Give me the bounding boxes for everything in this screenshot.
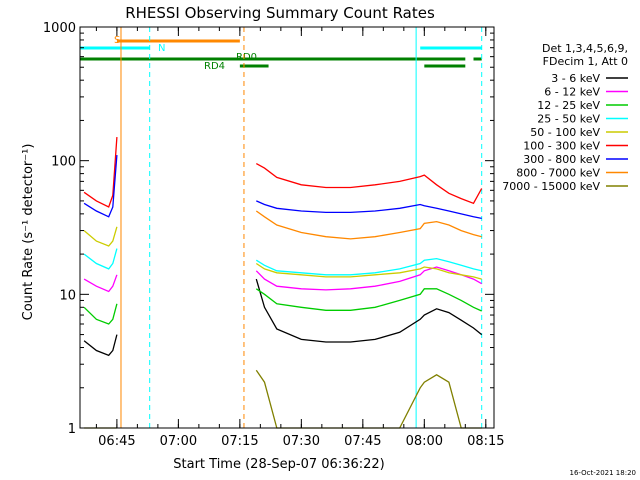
legend-label: 800 - 7000 keV — [516, 167, 600, 180]
legend-label: 25 - 50 keV — [537, 113, 600, 126]
flag-label-n: N — [158, 43, 165, 54]
series-line-25-50-kev — [83, 248, 118, 270]
legend-header-line-2: FDecim 1, Att 0 — [543, 55, 628, 68]
plot-frame — [79, 26, 495, 429]
instrument-flag-bars: S N RD0 RD4 — [80, 35, 482, 72]
chart-title: RHESSI Observing Summary Count Rates — [125, 4, 435, 22]
flag-label-rd4: RD4 — [204, 61, 225, 72]
y-axis-label: Count Rate (s⁻¹ detector⁻¹) — [21, 144, 36, 321]
series-line-100-300-kev — [255, 163, 483, 205]
legend-label: 50 - 100 keV — [530, 126, 600, 139]
series-line-6-12-kev — [255, 266, 483, 291]
legend-label: 6 - 12 keV — [544, 86, 600, 99]
series-line-800-7000-kev — [255, 210, 482, 240]
series-line-12-25-kev — [83, 303, 118, 325]
series-line-100-300-kev — [83, 137, 118, 208]
series-line-12-25-kev — [255, 288, 482, 312]
y-tick-label: 1 — [68, 422, 76, 437]
series-line-3-6-kev — [255, 278, 483, 343]
legend-label: 7000 - 15000 keV — [502, 180, 600, 193]
series-line-300-800-kev — [83, 155, 118, 218]
series-line-25-50-kev — [255, 257, 482, 276]
x-axis-label: Start Time (28-Sep-07 06:36:22) — [173, 457, 384, 472]
x-axis: 06:45 07:00 07:15 07:30 07:45 08:00 08:15 — [95, 27, 505, 449]
series-line-300-800-kev — [256, 200, 482, 220]
x-tick-label: 07:45 — [344, 434, 381, 449]
legend: Det 1,3,4,5,6,9, FDecim 1, Att 0 3 - 6 k… — [502, 42, 628, 193]
y-tick-label: 10 — [59, 288, 76, 303]
x-tick-label: 07:15 — [221, 434, 258, 449]
series-line-50-100-kev — [255, 262, 482, 280]
x-tick-label: 07:00 — [160, 434, 197, 449]
footer-timestamp: 16-Oct-2021 18:20 — [570, 469, 636, 477]
flag-label-rd0: RD0 — [236, 52, 257, 63]
y-tick-label: 1000 — [43, 21, 76, 36]
legend-label: 300 - 800 keV — [523, 153, 600, 166]
legend-label: 100 - 300 keV — [523, 140, 600, 153]
x-tick-label: 07:30 — [283, 434, 320, 449]
series-line-50-100-kev — [83, 226, 118, 247]
y-tick-label: 100 — [51, 155, 76, 170]
flag-label-s: S — [114, 35, 120, 46]
x-tick-label: 08:15 — [467, 434, 504, 449]
x-tick-label: 08:00 — [406, 434, 443, 449]
series-line-6-12-kev — [83, 274, 118, 293]
y-axis: 1 10 100 1000 — [43, 21, 494, 437]
legend-label: 12 - 25 keV — [537, 99, 600, 112]
legend-header-line-1: Det 1,3,4,5,6,9, — [542, 42, 628, 55]
legend-label: 3 - 6 keV — [551, 72, 600, 85]
x-tick-label: 06:45 — [98, 434, 135, 449]
series-line-3-6-kev — [83, 334, 118, 357]
